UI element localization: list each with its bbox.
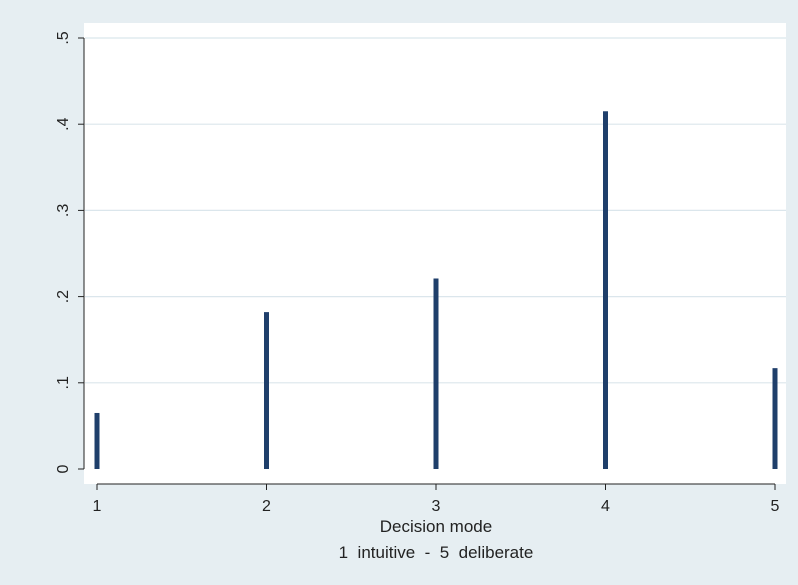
x-tick-label-2: 3: [432, 498, 441, 515]
bar-5: [772, 368, 778, 469]
x-axis-subtitle: 1 intuitive - 5 deliberate: [339, 543, 534, 562]
x-axis-title: Decision mode: [380, 517, 492, 536]
x-tick-label-4: 5: [771, 498, 780, 515]
bar-2: [264, 312, 269, 469]
tick-labels: 0 .1 .2 .3 .4 .5 1 2 3 4 5: [55, 31, 780, 515]
x-tick-label-3: 4: [601, 498, 610, 515]
bar-3: [433, 278, 439, 469]
bar-4: [603, 111, 608, 470]
y-tick-label-5: .5: [55, 31, 72, 44]
x-tick-label-1: 2: [262, 498, 271, 515]
y-tick-label-3: .3: [55, 204, 72, 217]
axes: [78, 37, 776, 490]
y-tick-label-4: .4: [55, 117, 72, 130]
bars: [94, 111, 778, 470]
y-tick-label-2: .2: [55, 290, 72, 303]
y-tick-label-0: 0: [55, 464, 72, 473]
y-tick-label-1: .1: [55, 376, 72, 389]
bar-1: [94, 412, 100, 469]
x-tick-label-0: 1: [93, 498, 102, 515]
